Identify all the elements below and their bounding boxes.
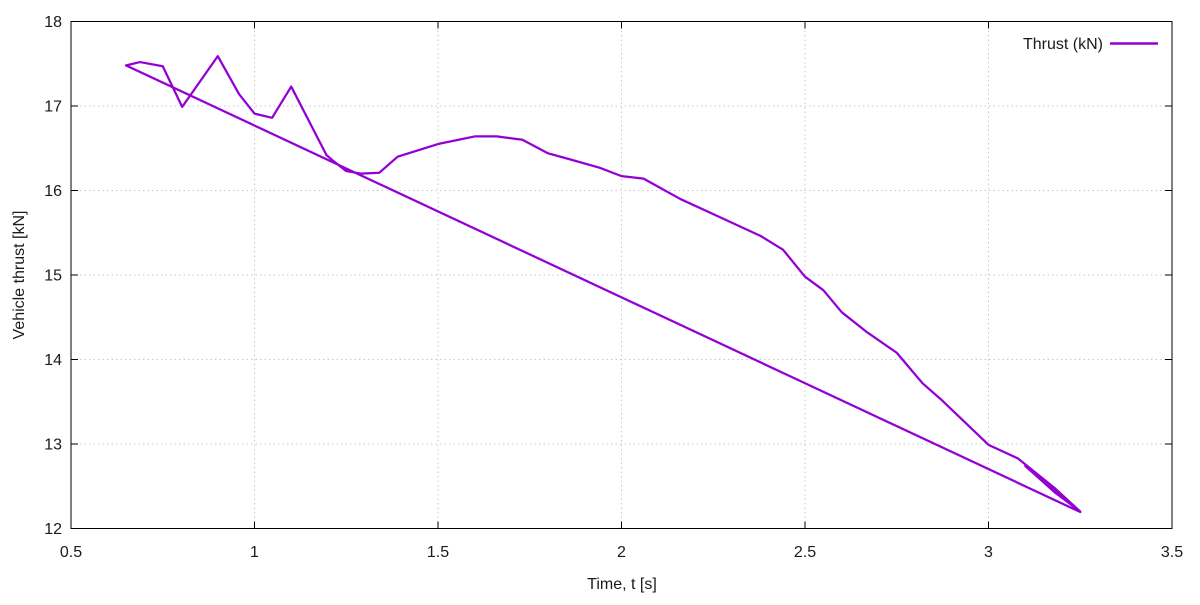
x-tick-label: 3.5: [1161, 544, 1183, 561]
x-tick-label: 1.5: [427, 544, 449, 561]
y-tick-label: 15: [44, 268, 62, 285]
x-tick-label: 0.5: [60, 544, 82, 561]
y-tick-label: 13: [44, 437, 62, 454]
y-tick-label: 16: [44, 183, 62, 200]
series-layer: [124, 55, 1082, 514]
y-axis-label: Vehicle thrust [kN]: [11, 211, 28, 340]
legend: Thrust (kN): [1023, 36, 1158, 53]
x-tick-label: 1: [250, 544, 259, 561]
legend-label: Thrust (kN): [1023, 36, 1103, 53]
y-tick-label: 12: [44, 521, 62, 538]
y-tick-label: 17: [44, 99, 62, 116]
x-tick-label: 2: [617, 544, 626, 561]
x-tick-label: 3: [984, 544, 993, 561]
x-axis-label: Time, t [s]: [587, 576, 657, 593]
y-tick-label: 18: [44, 14, 62, 31]
x-tick-label: 2.5: [794, 544, 816, 561]
y-tick-label: 14: [44, 352, 62, 369]
data-series-line: [124, 55, 1082, 514]
tick-label-layer: 0.5 1 1.5 2 2.5 3 3.5 12 13 14 15 16 17 18: [44, 14, 1183, 561]
plot-border: [70, 21, 1173, 529]
